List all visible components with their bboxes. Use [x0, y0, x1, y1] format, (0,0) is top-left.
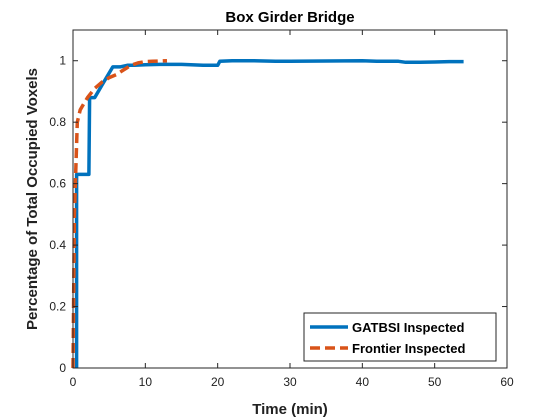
- chart-title: Box Girder Bridge: [225, 9, 354, 26]
- x-tick-label: 60: [500, 375, 514, 389]
- plot-area: [73, 30, 507, 368]
- legend-box: [303, 312, 497, 362]
- y-tick-label: 0.6: [49, 177, 66, 191]
- y-axis-label: Percentage of Total Occupied Voxels: [24, 68, 41, 330]
- ticks-layer: 0 10 20 30 40 50 60 0 0.2 0.4 0.6 0.8 1: [49, 30, 514, 389]
- y-tick-label: 1: [59, 54, 66, 68]
- y-tick-label: 0.4: [49, 238, 66, 252]
- y-tick-label: 0.8: [49, 115, 66, 129]
- y-tick-label: 0: [59, 361, 66, 375]
- series-layer: [71, 58, 464, 369]
- y-tick-label: 0.2: [49, 300, 66, 314]
- series-line-2: [71, 58, 168, 369]
- legend-label-1: GATBSI Inspected: [352, 320, 465, 335]
- x-tick-label: 20: [211, 375, 225, 389]
- x-tick-label: 40: [356, 375, 370, 389]
- x-tick-label: 10: [139, 375, 153, 389]
- series-line-1: [74, 58, 464, 368]
- x-tick-label: 30: [283, 375, 297, 389]
- legend: GATBSI Inspected Frontier Inspected: [303, 312, 497, 362]
- x-tick-label: 50: [428, 375, 442, 389]
- x-axis-label: Time (min): [252, 401, 328, 418]
- x-tick-label: 0: [70, 375, 77, 389]
- legend-label-2: Frontier Inspected: [352, 341, 465, 356]
